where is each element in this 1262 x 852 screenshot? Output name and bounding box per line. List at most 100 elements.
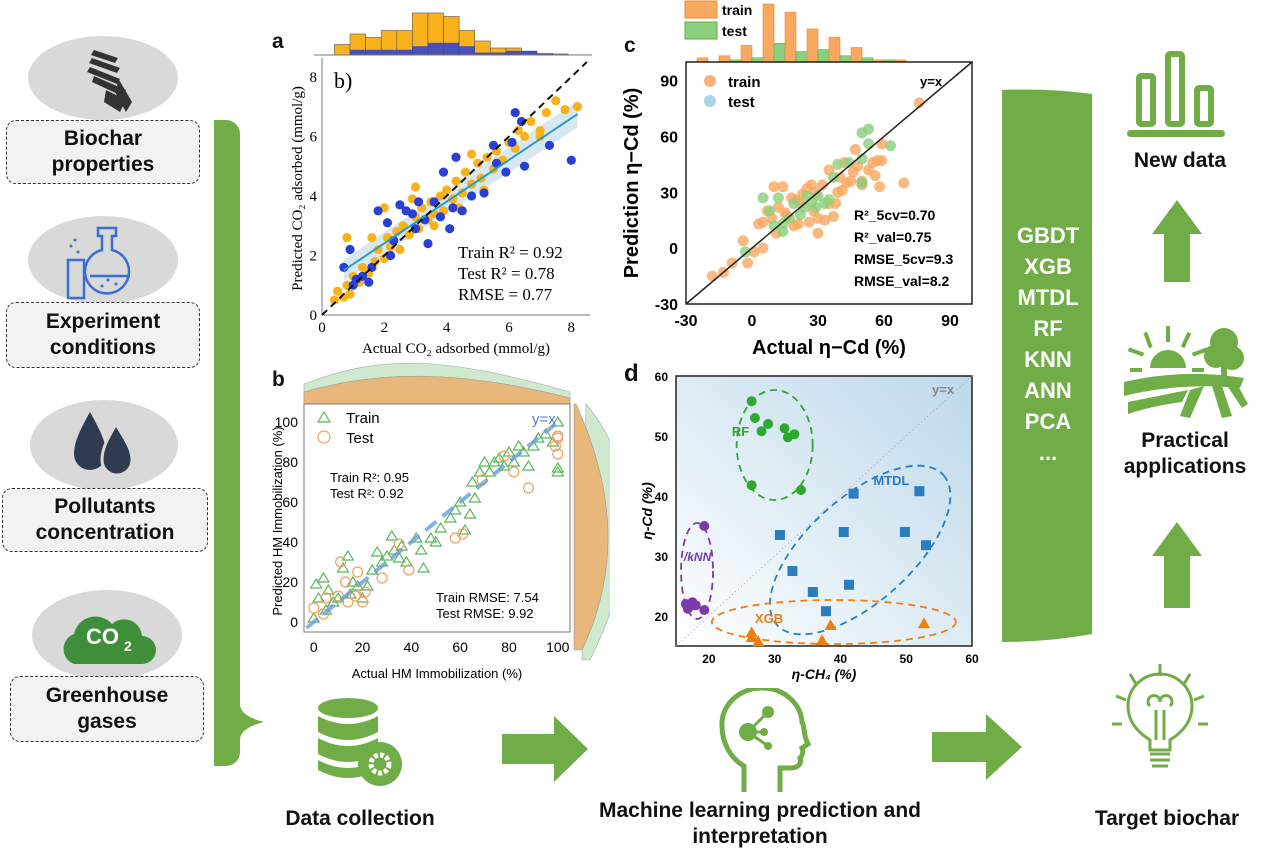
point-train (395, 244, 405, 255)
target-biochar-label: Target biochar (1094, 807, 1240, 830)
metric-annotation: RMSE_5cv=9.3 (854, 251, 953, 267)
legend-train-label: train (728, 74, 761, 91)
up-arrow-2 (1152, 522, 1202, 608)
x-tick-label: 40 (834, 652, 848, 666)
panel-a-chart: 0 2 4 6 8 0 2 4 6 8 Actual CO₂ adsorbed (mmol/g) Pr… (290, 12, 592, 357)
y-tick-label: 80 (282, 454, 298, 470)
point-test (457, 206, 467, 216)
droplets-icon (74, 412, 134, 477)
identity-label: y=x (532, 411, 556, 428)
point-train (398, 221, 408, 231)
metric-annotation: Train RMSE: 7.54 (436, 590, 539, 605)
x-tick-label: 60 (875, 313, 893, 330)
point-XGB (816, 634, 829, 645)
metric-annotation: Test R² = 0.78 (458, 264, 555, 283)
point-train (551, 96, 561, 106)
brain-head-icon (719, 688, 812, 792)
point-test (335, 556, 347, 568)
y-tick-label: 40 (655, 490, 669, 504)
point-train (443, 511, 457, 523)
x-tick-label: 80 (501, 639, 517, 655)
point-test (349, 590, 361, 602)
point-XGB (752, 635, 765, 647)
point-train (869, 170, 881, 182)
hist-bar-test (521, 50, 538, 55)
point-test (823, 194, 835, 206)
point-test (827, 171, 839, 183)
point-test (423, 238, 433, 249)
cluster-label-rf: RF (732, 424, 749, 439)
point-test (364, 277, 374, 287)
point-test (317, 608, 330, 620)
point-train (521, 459, 536, 471)
y-tick-label: 90 (660, 74, 678, 91)
point-train (385, 529, 399, 541)
hist-bar-train (762, 3, 775, 63)
biochar-properties-label: Biochar properties (6, 120, 200, 184)
point-train (513, 125, 523, 136)
point-MTDL (899, 527, 910, 537)
practical-applications-label: Practical applications (1110, 428, 1260, 480)
hist-bar-test (459, 46, 475, 55)
point-train (345, 289, 355, 299)
point-train (451, 176, 461, 186)
hist-bar-train (334, 44, 351, 56)
point-test (863, 123, 875, 135)
hist-legend-test-label: test (722, 23, 747, 39)
point-test (491, 158, 502, 168)
point-train (845, 175, 857, 187)
point-train (768, 181, 780, 193)
hist-legend-train-swatch (684, 0, 718, 19)
point-test (863, 138, 875, 150)
hist-bar-test (490, 52, 506, 55)
model-item: GBDT (1016, 223, 1080, 248)
x-tick-label: 40 (404, 639, 420, 655)
database-gear-icon (318, 698, 402, 786)
y-tick-label: 4 (310, 189, 318, 205)
point-test (352, 566, 364, 578)
farm-landscape-icon (1124, 326, 1248, 418)
hist-bar-test (443, 42, 460, 55)
bar-chart-icon (1127, 51, 1225, 137)
identity-line (321, 61, 588, 316)
point-train (434, 521, 448, 533)
point-train (777, 181, 789, 193)
point-train (424, 531, 438, 543)
droplets-icon-oval (30, 400, 178, 490)
point-test (783, 212, 795, 224)
hist-bar-test (505, 50, 522, 55)
panel-a-letter: a (272, 30, 284, 53)
ml-prediction-label: Machine learning prediction and interpre… (540, 798, 980, 850)
y-tick-label: 30 (655, 550, 669, 564)
point-train (309, 577, 323, 589)
cluster-label-xgb: XGB (755, 611, 783, 626)
y-tick-label: 0 (310, 308, 318, 324)
identity-line (675, 375, 973, 647)
point-kNN (699, 521, 710, 531)
x-tick-label: 0 (748, 313, 757, 330)
x-tick-label: 20 (355, 639, 371, 655)
point-train (898, 177, 910, 189)
point-train (473, 158, 483, 168)
new-data-label: New data (1133, 149, 1227, 172)
point-train (706, 270, 718, 282)
point-MTDL (914, 486, 925, 497)
hist-bar-train (718, 55, 731, 63)
legend-train-marker (704, 75, 716, 87)
point-test (438, 167, 449, 177)
ml-line-1: Machine learning prediction and (598, 799, 922, 822)
practical-line-1: Practical (1141, 429, 1229, 452)
point-RF (779, 423, 790, 434)
point-MTDL (843, 579, 854, 590)
point-test (445, 224, 455, 234)
right-density-test (573, 403, 609, 651)
point-MTDL (787, 566, 798, 576)
point-test (510, 108, 520, 118)
point-train (429, 221, 439, 231)
y-tick-label: 60 (655, 370, 669, 384)
point-test (519, 161, 530, 171)
point-XGB (824, 619, 837, 630)
hist-bar-test (412, 46, 428, 55)
metric-annotation: RMSE_val=8.2 (854, 273, 950, 289)
ml-line-2: interpretation (692, 825, 828, 848)
